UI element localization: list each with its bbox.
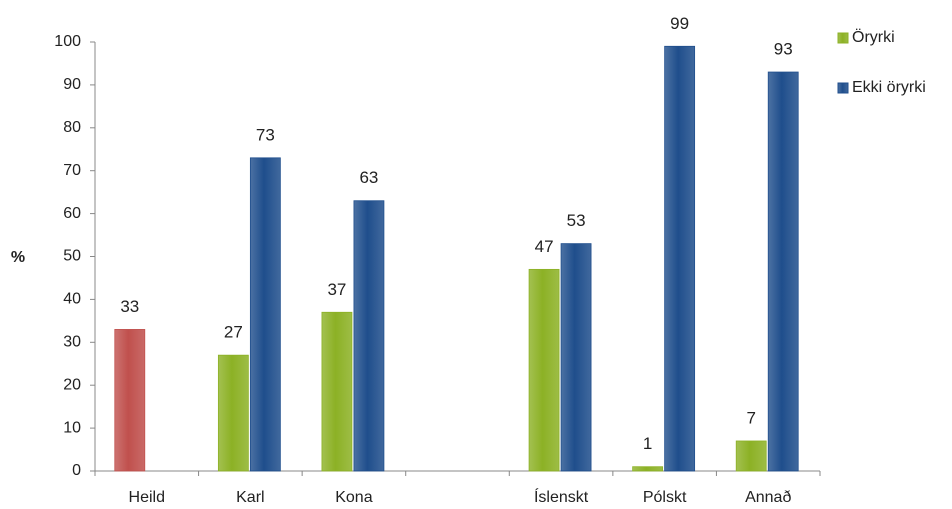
y-tick-label: 40 — [63, 291, 81, 308]
x-tick-label: Íslenskt — [534, 487, 589, 506]
legend-swatch — [837, 82, 849, 94]
y-tick-label: 100 — [54, 33, 81, 50]
legend-label: Öryrki — [852, 28, 895, 46]
y-tick-label: 50 — [63, 248, 81, 265]
bar — [735, 440, 767, 472]
value-label: 27 — [224, 323, 243, 342]
value-label: 1 — [643, 434, 652, 453]
bar — [664, 45, 696, 472]
value-label: 33 — [120, 297, 139, 316]
y-axis-label: % — [11, 249, 25, 266]
bar — [560, 243, 592, 472]
bar — [528, 268, 560, 472]
value-label: 99 — [670, 14, 689, 33]
legend-swatch — [837, 32, 849, 44]
value-label: 63 — [359, 168, 378, 187]
y-tick-label: 90 — [63, 76, 81, 93]
x-tick-label: Kona — [335, 489, 372, 506]
y-tick-label: 30 — [63, 334, 81, 351]
x-tick-label: Karl — [236, 489, 264, 506]
value-label: 93 — [774, 40, 793, 59]
y-tick-label: 60 — [63, 205, 81, 222]
value-label: 73 — [256, 125, 275, 144]
bar — [249, 157, 281, 472]
value-label: 37 — [327, 280, 346, 299]
bar — [767, 71, 799, 472]
value-label: 7 — [746, 408, 755, 427]
bar — [632, 466, 664, 472]
y-tick-label: 70 — [63, 162, 81, 179]
x-tick-label: Pólskt — [643, 489, 687, 506]
x-tick-label: Annað — [745, 489, 791, 506]
x-tick-label: Heild — [129, 489, 165, 506]
value-label: 53 — [567, 211, 586, 230]
value-label: 47 — [535, 237, 554, 256]
bar — [321, 311, 353, 472]
y-tick-label: 0 — [72, 462, 81, 479]
y-tick-label: 10 — [63, 419, 81, 436]
bar — [114, 329, 146, 472]
legend-label: Ekki öryrki — [852, 79, 926, 96]
bar — [217, 354, 249, 472]
bar — [353, 200, 385, 472]
y-tick-label: 80 — [63, 119, 81, 136]
y-tick-label: 20 — [63, 376, 81, 393]
